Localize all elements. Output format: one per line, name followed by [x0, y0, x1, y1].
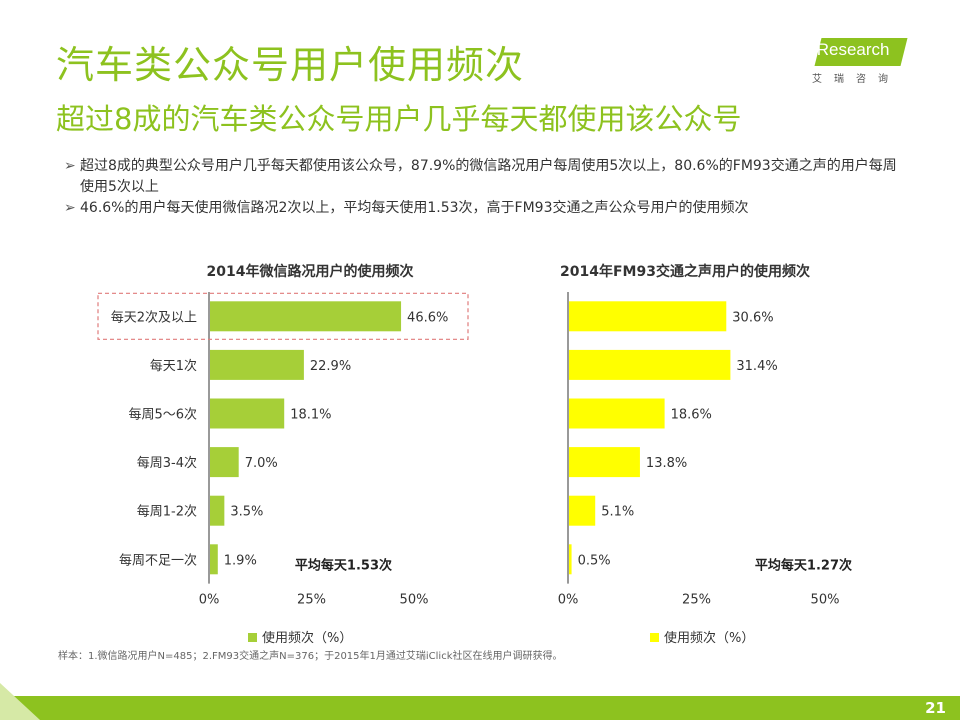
bar — [210, 301, 402, 332]
bar — [210, 544, 218, 575]
source-note: 样本：1.微信路况用户N=485；2.FM93交通之声N=376；于2015年1… — [58, 651, 563, 662]
bar-value-label: 7.0% — [245, 456, 278, 471]
bar — [210, 495, 225, 526]
legend-label: 使用频次（%） — [262, 631, 353, 646]
legend-label: 使用频次（%） — [664, 631, 755, 646]
bar — [569, 544, 572, 575]
bullet-arrow-icon: ➢ — [64, 158, 76, 174]
bullet-item: ➢ 46.6%的用户每天使用微信路况2次以上，平均每天使用1.53次，高于FM9… — [64, 198, 904, 219]
bar-value-label: 22.9% — [310, 359, 351, 374]
page-subtitle: 超过8成的汽车类公众号用户几乎每天都使用该公众号 — [56, 102, 742, 136]
bar-value-label: 30.6% — [732, 310, 773, 325]
logo-wordmark: iResearch — [812, 40, 890, 60]
bar-value-label: 13.8% — [646, 456, 687, 471]
page-title: 汽车类公众号用户使用频次 — [56, 43, 525, 87]
bar-value-label: 5.1% — [601, 505, 634, 520]
average-annotation: 平均每天1.27次 — [755, 557, 852, 573]
category-label: 每天2次及以上 — [111, 309, 197, 325]
x-tick-label: 0% — [558, 593, 579, 608]
page-number: 21 — [925, 699, 946, 717]
bar-value-label: 18.1% — [290, 408, 331, 423]
bullet-text: 超过8成的典型公众号用户几乎每天都使用该公众号，87.9%的微信路况用户每周使用… — [80, 158, 897, 195]
category-label: 每周1-2次 — [137, 504, 197, 520]
bar-value-label: 0.5% — [578, 553, 611, 568]
bar — [569, 398, 665, 429]
category-label: 每周不足一次 — [119, 552, 197, 568]
legend-swatch — [248, 633, 257, 642]
bullet-text: 46.6%的用户每天使用微信路况2次以上，平均每天使用1.53次，高于FM93交… — [80, 200, 749, 216]
category-label: 每周3-4次 — [137, 455, 197, 471]
bar — [569, 495, 596, 526]
category-label: 每天1次 — [150, 358, 197, 374]
x-tick-label: 50% — [400, 593, 429, 608]
logo-i: i — [812, 40, 817, 59]
chart-2-fm93: 0% 25% 50% 30.6% 31.4% 18.6% 13.8% 5.1% 0.5% 平均每天… — [558, 292, 852, 608]
bar-value-label: 31.4% — [736, 359, 777, 374]
bullet-list: ➢ 超过8成的典型公众号用户几乎每天都使用该公众号，87.9%的微信路况用户每周… — [64, 156, 904, 219]
chart-1-legend: 使用频次（%） — [248, 627, 352, 646]
bar — [210, 398, 285, 429]
bar — [210, 447, 239, 478]
footer-bar — [0, 696, 960, 720]
bar-value-label: 3.5% — [230, 505, 263, 520]
bullet-arrow-icon: ➢ — [64, 200, 76, 216]
x-tick-label: 25% — [297, 593, 326, 608]
x-tick-label: 0% — [199, 593, 220, 608]
bar — [569, 447, 640, 478]
chart-2-title: 2014年FM93交通之声用户的使用频次 — [560, 264, 810, 280]
x-tick-label: 50% — [811, 593, 840, 608]
footer-accent — [0, 683, 40, 720]
chart-2-legend: 使用频次（%） — [650, 627, 754, 646]
chart-1-weixin: 0% 25% 50% 每天2次及以上 46.6% 每天1次 22.9% 每周5～6次 18.1%… — [97, 292, 469, 608]
x-tick-label: 25% — [682, 593, 711, 608]
bar-value-label: 1.9% — [224, 553, 257, 568]
category-label: 每周5～6次 — [128, 407, 197, 423]
bar-value-label: 18.6% — [671, 408, 712, 423]
bar — [210, 349, 304, 380]
iresearch-logo: iResearch 艾瑞咨询 — [808, 36, 908, 85]
bullet-item: ➢ 超过8成的典型公众号用户几乎每天都使用该公众号，87.9%的微信路况用户每周… — [64, 156, 904, 198]
chart-1-title: 2014年微信路况用户的使用频次 — [206, 264, 414, 280]
bar — [569, 301, 727, 332]
legend-swatch — [650, 633, 659, 642]
logo-research: Research — [816, 40, 890, 59]
logo-chinese: 艾瑞咨询 — [812, 74, 900, 85]
bar — [569, 349, 731, 380]
bar-value-label: 46.6% — [407, 310, 448, 325]
average-annotation: 平均每天1.53次 — [295, 557, 392, 573]
